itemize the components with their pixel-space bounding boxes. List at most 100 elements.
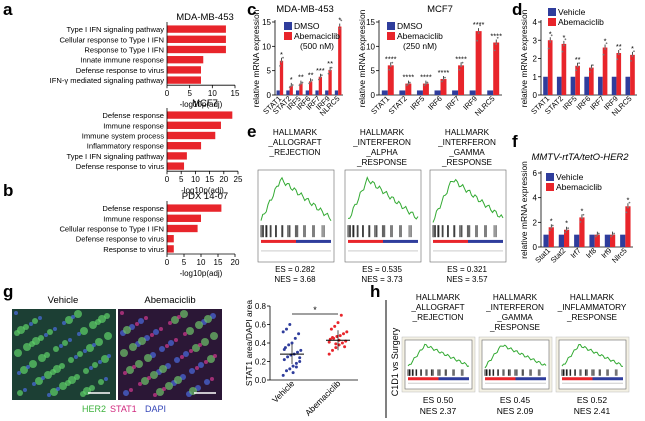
micro-cell [189,349,193,353]
micro-cell [135,322,139,326]
micro-cell [68,376,76,384]
bar-treatment [547,40,553,95]
data-point [594,235,597,238]
data-point [333,324,337,328]
y-tick-label: 2 [533,55,538,64]
data-point [291,364,295,368]
bar-treatment [564,229,570,247]
data-point [280,60,283,63]
micro-cell [177,315,181,319]
data-point [405,84,408,87]
data-point [616,58,619,61]
data-point [425,83,427,85]
micro-cell [141,377,149,385]
micro-cell [74,355,78,359]
gsea-title: _INFLAMMATORY [557,303,627,312]
significance-label: **** [455,54,467,63]
y-tick-label: 0 [533,243,538,252]
data-point [408,81,411,84]
gsea-es: ES = 0.321 [447,265,487,274]
gsea-h-plot-rank-pos [485,377,516,381]
legend-swatch [548,8,556,16]
panel-letter-g: g [3,282,13,301]
x-tick-label: 20 [231,258,240,267]
micro-cell [183,351,189,357]
micro-cell [107,354,111,358]
micro-cell [159,327,163,331]
micro-vehicle-label: Vehicle [48,295,79,306]
category-label: Immune response [103,121,164,130]
panel-letter-b: b [3,181,13,200]
micro-cell [95,338,103,346]
micro-cell [198,362,204,368]
panel-letter-a: a [3,0,13,19]
bar-control [589,234,595,247]
micro-cell [20,366,28,374]
data-point [564,231,567,234]
gsea-e-plot-rank-neg [468,239,503,243]
y-tick-label: 5 [267,67,272,76]
x-tick-label: 5 [179,175,184,184]
gsea-e-plot-es-curve [260,176,332,222]
bar-control [604,234,610,247]
data-point [327,352,331,356]
micro-cell [207,355,215,363]
micro-cell [123,326,131,334]
category-label: Defense response [102,111,164,120]
micro-cell [180,310,188,318]
category-label: IRF6 [426,94,444,112]
data-point [339,313,343,317]
micro-cell [53,346,59,352]
data-point [327,72,330,75]
micro-cell [144,354,152,362]
gsea-e-plot-rank-neg [383,239,418,243]
micro-cell [189,368,195,374]
data-point [633,50,635,53]
legend-label: Abemaciclib [397,31,443,41]
micro-cell [17,390,23,396]
significance-label: * [550,216,553,225]
data-point [628,201,631,204]
significance-label: ** [308,70,314,79]
gsea-e-plot-rank-neg [296,239,331,243]
micro-cell [138,382,142,386]
micro-cell [41,376,45,380]
x-tick-label: 10 [191,175,200,184]
bar-control [325,90,329,95]
data-point [336,321,340,325]
bar-treatment [575,65,580,95]
micro-cell [129,388,133,392]
micro-cell [174,357,180,363]
significance-label: **** [473,20,485,29]
y-tick-label: 10 [366,42,375,51]
micro-cell [159,365,167,373]
micro-cell [44,333,48,337]
micro-cell [32,318,38,324]
y-tick-label: 0 [267,91,272,100]
micro-cell [171,316,179,324]
gsea-title: HALLMARK [416,293,461,302]
legend-swatch [284,22,292,30]
bar-control [574,234,580,247]
legend-label-sub: (500 nM) [300,41,334,51]
data-point [329,69,331,72]
significance-label: * [338,16,341,25]
x-axis-label: -log10p(adj) [180,269,223,278]
micro-cell [201,338,209,346]
gsea-title: HALLMARK [273,128,318,137]
micro-cell [32,382,36,386]
gsea-title: _INTERFERON [352,138,411,147]
gsea-es: ES = 0.535 [362,265,402,274]
data-point [317,78,320,81]
bar-control [543,76,548,95]
data-point [287,343,291,347]
bar-treatment [318,76,323,95]
significance-label: * [626,195,629,204]
gsea-h-plot-rank-neg [592,377,623,381]
bar [167,66,201,74]
data-point [625,211,628,214]
significance-label: * [562,33,565,42]
gsea-title: _RESPONSE [441,158,493,167]
data-point [617,53,620,56]
microscopy-panel: Vehicle Abemaciclib HER2 STAT1 DAPI [12,295,222,414]
